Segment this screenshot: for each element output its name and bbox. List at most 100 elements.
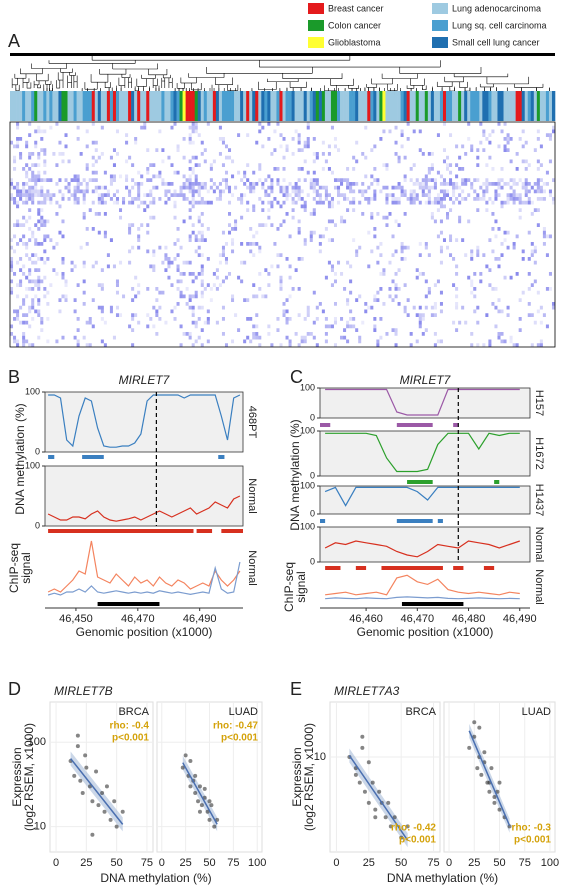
heatmap-cell xyxy=(270,152,274,156)
heatmap-frame xyxy=(9,121,556,348)
heatmap-cell xyxy=(58,152,62,156)
heatmap-cell xyxy=(412,197,416,201)
heatmap-cell xyxy=(327,193,331,197)
heatmap-cell xyxy=(182,155,186,160)
x-tick-label: 46,480 xyxy=(452,613,486,625)
heatmap-cell xyxy=(467,275,471,280)
heatmap-cell xyxy=(449,178,453,182)
x-tick-label: 75 xyxy=(427,857,439,869)
sample-color xyxy=(25,91,29,121)
heatmap-cell xyxy=(382,215,386,220)
heatmap-cell xyxy=(188,200,192,205)
heatmap-cell xyxy=(194,178,198,182)
heatmap-cell xyxy=(333,320,337,325)
heatmap-cell xyxy=(258,245,262,250)
heatmap-cell xyxy=(352,189,356,194)
heatmap-cell xyxy=(221,279,225,284)
heatmap-cell xyxy=(249,242,253,246)
heatmap-cell xyxy=(194,249,198,254)
heatmap-cell xyxy=(243,298,247,302)
heatmap-cell xyxy=(134,294,138,299)
heatmap-cell xyxy=(185,197,189,201)
heatmap-cell xyxy=(488,343,492,347)
x-axis-label: DNA methylation (%) xyxy=(387,871,498,885)
y-tick-label: 10 xyxy=(34,821,46,833)
heatmap-cell xyxy=(406,122,410,126)
heatmap-cell xyxy=(146,178,150,182)
heatmap-cell xyxy=(288,317,292,321)
heatmap-cell xyxy=(327,144,331,149)
heatmap-cell xyxy=(100,197,104,201)
heatmap-cell xyxy=(228,155,232,160)
sample-color xyxy=(361,91,365,121)
heatmap-cell xyxy=(131,343,135,347)
heatmap-cell xyxy=(294,185,298,190)
heatmap-cell xyxy=(485,200,489,205)
heatmap-cell xyxy=(279,133,283,137)
heatmap-cell xyxy=(315,155,319,160)
heatmap-cell xyxy=(215,197,219,201)
heatmap-cell xyxy=(109,155,113,160)
heatmap-cell xyxy=(25,275,29,280)
heatmap-cell xyxy=(182,260,186,265)
heatmap-cell xyxy=(288,343,292,347)
heatmap-cell xyxy=(403,257,407,261)
heatmap-cell xyxy=(482,197,486,201)
heatmap-cell xyxy=(297,193,301,197)
heatmap-cell xyxy=(385,332,389,336)
heatmap-cell xyxy=(485,189,489,194)
heatmap-cell xyxy=(418,129,422,134)
heatmap-cell xyxy=(267,200,271,205)
heatmap-cell xyxy=(200,200,204,205)
heatmap-cell xyxy=(249,227,253,231)
heatmap-cell xyxy=(252,324,256,329)
heatmap-cell xyxy=(258,178,262,182)
heatmap-cell xyxy=(397,185,401,190)
heatmap-cell xyxy=(521,249,525,254)
heatmap-cell xyxy=(37,125,41,130)
heatmap-cell xyxy=(485,137,489,141)
heatmap-cell xyxy=(297,133,301,137)
heatmap-cell xyxy=(282,309,286,314)
heatmap-cell xyxy=(152,324,156,329)
heatmap-cell xyxy=(379,253,383,257)
heatmap-cell xyxy=(119,215,123,220)
heatmap-cell xyxy=(228,272,232,276)
heatmap-cell xyxy=(231,193,235,197)
sample-color xyxy=(394,91,398,121)
sample-color xyxy=(19,91,23,121)
heatmap-cell xyxy=(112,178,116,182)
heatmap-cell xyxy=(46,257,50,261)
legend-swatch xyxy=(432,20,448,31)
heatmap-cell xyxy=(22,189,26,194)
heatmap-cell xyxy=(452,200,456,205)
heatmap-cell xyxy=(364,197,368,201)
heatmap-cell xyxy=(400,185,404,190)
heatmap-cell xyxy=(321,200,325,205)
sample-color xyxy=(131,91,135,121)
heatmap-cell xyxy=(112,174,116,179)
sample-color xyxy=(112,91,117,121)
heatmap-cell xyxy=(303,204,307,209)
heatmap-cell xyxy=(16,204,20,209)
heatmap-cell xyxy=(191,313,195,317)
heatmap-cell xyxy=(249,189,253,194)
heatmap-cell xyxy=(270,182,274,186)
heatmap-cell xyxy=(515,182,519,186)
heatmap-cell xyxy=(455,264,459,269)
heatmap-cell xyxy=(394,294,398,299)
region-bar xyxy=(355,566,367,570)
heatmap-cell xyxy=(379,272,383,276)
heatmap-cell xyxy=(76,328,80,332)
heatmap-cell xyxy=(146,167,150,171)
heatmap-cell xyxy=(449,234,453,239)
heatmap-cell xyxy=(270,189,274,194)
sample-color xyxy=(167,91,171,121)
heatmap-cell xyxy=(125,174,129,179)
heatmap-cell xyxy=(19,257,23,261)
point xyxy=(96,803,101,808)
heatmap-cell xyxy=(76,197,80,201)
heatmap-cell xyxy=(191,309,195,314)
heatmap-cell xyxy=(43,260,47,265)
sample-color xyxy=(321,91,326,121)
